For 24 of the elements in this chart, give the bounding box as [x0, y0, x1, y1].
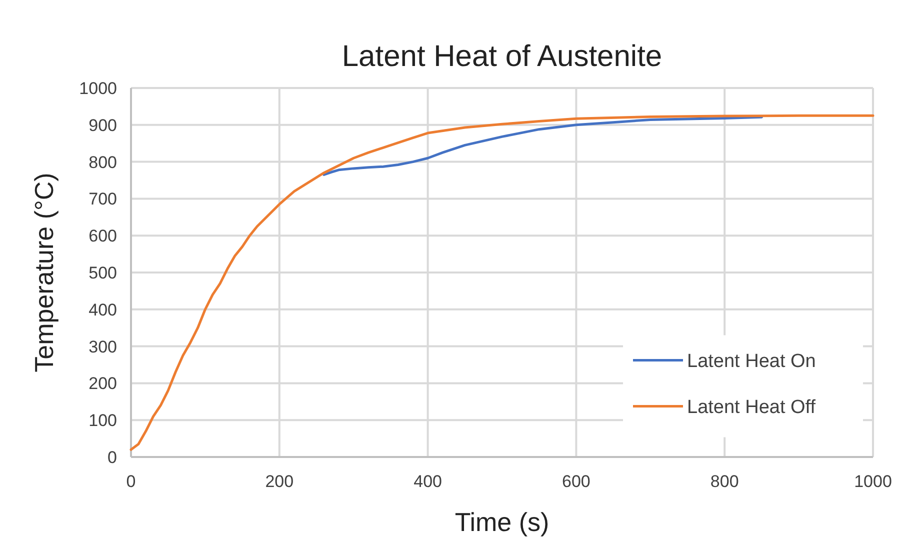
- y-tick-label: 1000: [79, 78, 117, 98]
- y-tick-label: 300: [88, 337, 117, 356]
- chart-title: Latent Heat of Austenite: [342, 40, 662, 73]
- legend-label: Latent Heat On: [687, 350, 816, 372]
- legend-label: Latent Heat Off: [687, 396, 816, 418]
- x-tick-label: 600: [562, 472, 590, 491]
- y-tick-label: 100: [88, 411, 117, 430]
- y-axis-title: Temperature (°C): [29, 172, 59, 372]
- x-tick-label: 0: [126, 472, 136, 491]
- x-axis-title: Time (s): [454, 507, 550, 537]
- line-series: [322, 116, 763, 176]
- y-tick-label: 200: [88, 374, 117, 394]
- y-tick-label: 900: [88, 116, 117, 135]
- x-tick-label: 200: [265, 472, 294, 491]
- y-tick-label: 500: [88, 263, 117, 282]
- x-tick-label: 1000: [854, 472, 892, 491]
- x-tick-label: 800: [710, 472, 739, 491]
- y-tick-label: 800: [88, 152, 117, 172]
- y-tick-label: 400: [88, 300, 117, 320]
- y-tick-label: 0: [108, 448, 117, 467]
- y-tick-label: 700: [88, 190, 117, 209]
- x-tick-label: 400: [414, 472, 442, 491]
- line-series: [130, 114, 874, 451]
- y-tick-label: 600: [88, 226, 117, 246]
